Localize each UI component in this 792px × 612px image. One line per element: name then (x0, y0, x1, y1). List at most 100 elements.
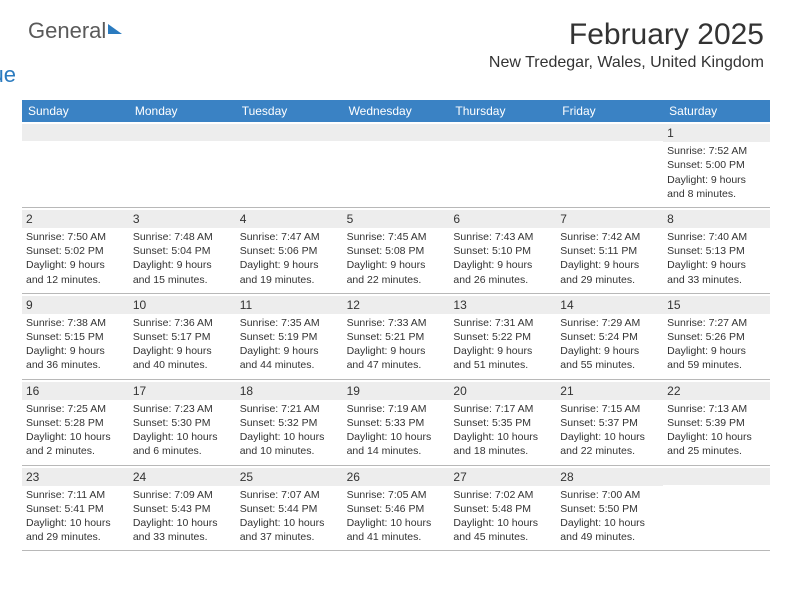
day-number: 22 (663, 382, 770, 400)
day-info-line: and 47 minutes. (347, 358, 446, 372)
day-info-line: Sunrise: 7:17 AM (453, 402, 552, 416)
week-row: 23Sunrise: 7:11 AMSunset: 5:41 PMDayligh… (22, 466, 770, 552)
day-cell: 20Sunrise: 7:17 AMSunset: 5:35 PMDayligh… (449, 380, 556, 465)
day-number: 11 (236, 296, 343, 314)
day-info-line: Sunset: 5:13 PM (667, 244, 766, 258)
day-info-line: Sunrise: 7:35 AM (240, 316, 339, 330)
day-cell (449, 122, 556, 207)
day-info-line: Daylight: 10 hours (240, 430, 339, 444)
weekday-header: Thursday (449, 100, 556, 122)
day-cell (129, 122, 236, 207)
month-title: February 2025 (489, 18, 764, 52)
day-number: 12 (343, 296, 450, 314)
logo-arrow-icon (108, 24, 122, 34)
day-number: 13 (449, 296, 556, 314)
day-number: 26 (343, 468, 450, 486)
day-info-line: and 36 minutes. (26, 358, 125, 372)
weeks-container: 1Sunrise: 7:52 AMSunset: 5:00 PMDaylight… (22, 122, 770, 551)
day-cell: 7Sunrise: 7:42 AMSunset: 5:11 PMDaylight… (556, 208, 663, 293)
day-info-line: and 55 minutes. (560, 358, 659, 372)
day-cell: 21Sunrise: 7:15 AMSunset: 5:37 PMDayligh… (556, 380, 663, 465)
day-info-line: and 44 minutes. (240, 358, 339, 372)
day-info-line: and 22 minutes. (560, 444, 659, 458)
day-cell: 19Sunrise: 7:19 AMSunset: 5:33 PMDayligh… (343, 380, 450, 465)
title-box: February 2025 New Tredegar, Wales, Unite… (489, 18, 764, 72)
weekday-header: Friday (556, 100, 663, 122)
weekday-header: Sunday (22, 100, 129, 122)
empty-day-number (663, 468, 770, 485)
day-cell: 18Sunrise: 7:21 AMSunset: 5:32 PMDayligh… (236, 380, 343, 465)
week-row: 1Sunrise: 7:52 AMSunset: 5:00 PMDaylight… (22, 122, 770, 208)
day-info-line: Daylight: 10 hours (560, 430, 659, 444)
day-info-line: and 45 minutes. (453, 530, 552, 544)
day-number: 21 (556, 382, 663, 400)
day-info-line: Sunrise: 7:33 AM (347, 316, 446, 330)
day-info-line: Sunset: 5:44 PM (240, 502, 339, 516)
weekday-header: Tuesday (236, 100, 343, 122)
day-info-line: Daylight: 9 hours (133, 258, 232, 272)
day-number: 19 (343, 382, 450, 400)
day-cell (236, 122, 343, 207)
day-info-line: and 51 minutes. (453, 358, 552, 372)
day-info-line: and 33 minutes. (667, 273, 766, 287)
day-info-line: Daylight: 10 hours (26, 430, 125, 444)
week-row: 2Sunrise: 7:50 AMSunset: 5:02 PMDaylight… (22, 208, 770, 294)
day-info-line: Sunset: 5:33 PM (347, 416, 446, 430)
day-cell: 6Sunrise: 7:43 AMSunset: 5:10 PMDaylight… (449, 208, 556, 293)
day-info-line: and 29 minutes. (26, 530, 125, 544)
logo-text-blue: Blue (0, 62, 122, 88)
day-info-line: Daylight: 9 hours (560, 258, 659, 272)
calendar: SundayMondayTuesdayWednesdayThursdayFrid… (22, 100, 770, 551)
day-info-line: Sunrise: 7:40 AM (667, 230, 766, 244)
day-info-line: Sunrise: 7:00 AM (560, 488, 659, 502)
day-cell (556, 122, 663, 207)
day-info-line: Daylight: 9 hours (453, 344, 552, 358)
day-number: 5 (343, 210, 450, 228)
day-info-line: Sunset: 5:41 PM (26, 502, 125, 516)
empty-day-number (22, 124, 129, 141)
day-info-line: Daylight: 9 hours (667, 258, 766, 272)
day-number: 15 (663, 296, 770, 314)
day-info-line: Sunrise: 7:15 AM (560, 402, 659, 416)
day-info-line: Sunset: 5:32 PM (240, 416, 339, 430)
day-info-line: Sunrise: 7:42 AM (560, 230, 659, 244)
day-cell (663, 466, 770, 551)
day-cell: 3Sunrise: 7:48 AMSunset: 5:04 PMDaylight… (129, 208, 236, 293)
day-number: 16 (22, 382, 129, 400)
day-info-line: and 25 minutes. (667, 444, 766, 458)
day-info-line: Sunrise: 7:09 AM (133, 488, 232, 502)
day-info-line: Daylight: 10 hours (347, 516, 446, 530)
day-cell: 25Sunrise: 7:07 AMSunset: 5:44 PMDayligh… (236, 466, 343, 551)
weekday-header: Saturday (663, 100, 770, 122)
weekday-header: Monday (129, 100, 236, 122)
day-info-line: Sunset: 5:19 PM (240, 330, 339, 344)
day-info-line: and 2 minutes. (26, 444, 125, 458)
day-cell: 8Sunrise: 7:40 AMSunset: 5:13 PMDaylight… (663, 208, 770, 293)
day-info-line: and 15 minutes. (133, 273, 232, 287)
day-cell: 22Sunrise: 7:13 AMSunset: 5:39 PMDayligh… (663, 380, 770, 465)
day-info-line: Sunrise: 7:27 AM (667, 316, 766, 330)
day-info-line: and 40 minutes. (133, 358, 232, 372)
day-info-line: Sunrise: 7:52 AM (667, 144, 766, 158)
day-info-line: Sunrise: 7:38 AM (26, 316, 125, 330)
day-info-line: Daylight: 9 hours (240, 258, 339, 272)
day-info-line: Sunset: 5:50 PM (560, 502, 659, 516)
day-cell: 14Sunrise: 7:29 AMSunset: 5:24 PMDayligh… (556, 294, 663, 379)
day-info-line: and 10 minutes. (240, 444, 339, 458)
day-info-line: Sunrise: 7:02 AM (453, 488, 552, 502)
weekday-header-row: SundayMondayTuesdayWednesdayThursdayFrid… (22, 100, 770, 122)
day-cell: 2Sunrise: 7:50 AMSunset: 5:02 PMDaylight… (22, 208, 129, 293)
day-info-line: Sunset: 5:08 PM (347, 244, 446, 258)
day-info-line: Sunrise: 7:07 AM (240, 488, 339, 502)
day-cell (343, 122, 450, 207)
day-info-line: Sunrise: 7:19 AM (347, 402, 446, 416)
day-info-line: and 14 minutes. (347, 444, 446, 458)
day-info-line: and 59 minutes. (667, 358, 766, 372)
day-info-line: Sunset: 5:46 PM (347, 502, 446, 516)
day-info-line: and 41 minutes. (347, 530, 446, 544)
day-cell: 28Sunrise: 7:00 AMSunset: 5:50 PMDayligh… (556, 466, 663, 551)
day-info-line: Daylight: 10 hours (453, 430, 552, 444)
day-number: 14 (556, 296, 663, 314)
logo: General Blue (28, 18, 122, 88)
empty-day-number (449, 124, 556, 141)
